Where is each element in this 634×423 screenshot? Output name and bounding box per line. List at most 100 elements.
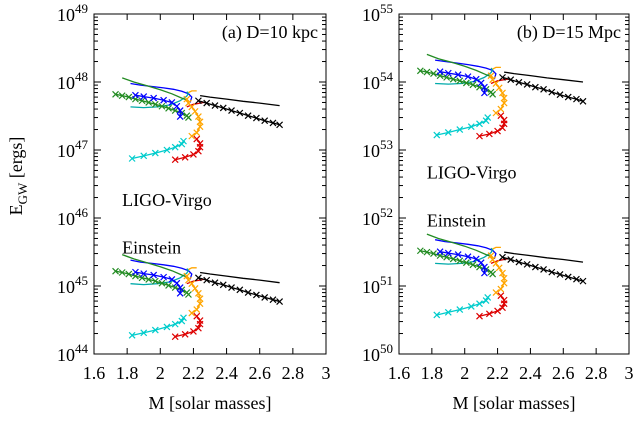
data-point-marker <box>188 309 196 317</box>
data-point-marker <box>181 330 189 338</box>
data-point-marker <box>188 103 196 111</box>
data-point-marker <box>500 94 508 102</box>
data-point-marker <box>444 308 452 316</box>
y-tick-label: 1046 <box>57 205 89 229</box>
data-point-marker <box>500 99 508 107</box>
x-tick-label: 2.8 <box>282 363 305 383</box>
data-point-marker <box>481 269 488 277</box>
data-point-marker <box>481 263 488 271</box>
data-point-marker <box>499 89 506 97</box>
data-point-marker <box>523 81 531 88</box>
data-point-marker <box>467 303 475 310</box>
data-point-marker <box>540 85 547 93</box>
data-point-marker <box>481 89 488 97</box>
data-point-marker <box>464 253 472 261</box>
series-line <box>200 94 280 107</box>
plot-frame <box>93 13 327 355</box>
data-point-marker <box>443 73 451 81</box>
data-point-marker <box>477 79 485 87</box>
data-point-marker <box>548 88 556 96</box>
data-point-marker <box>489 90 497 98</box>
data-point-marker <box>180 137 187 145</box>
data-point-marker <box>171 284 179 291</box>
data-point-marker <box>173 102 181 110</box>
data-point-marker <box>487 252 495 260</box>
data-point-marker <box>500 274 508 282</box>
x-tick-label: 3 <box>322 363 331 383</box>
data-point-marker <box>150 94 158 102</box>
data-point-marker <box>573 275 580 283</box>
data-point-marker <box>579 277 587 285</box>
data-point-marker <box>236 109 244 117</box>
data-point-marker <box>125 270 133 278</box>
data-point-marker <box>181 153 189 161</box>
data-point-marker <box>484 293 492 301</box>
data-point-marker <box>180 314 187 322</box>
data-point-marker <box>579 97 587 105</box>
data-point-marker <box>454 251 462 258</box>
data-point-marker <box>476 120 483 128</box>
data-point-marker <box>203 276 211 284</box>
data-point-marker <box>276 298 284 306</box>
data-point-marker <box>573 95 580 103</box>
data-point-marker <box>171 320 179 328</box>
series-line <box>130 91 190 109</box>
data-point-marker <box>171 156 179 164</box>
data-point-marker <box>495 264 503 272</box>
data-point-marker <box>484 114 492 121</box>
data-point-marker <box>436 68 444 76</box>
data-point-marker <box>160 273 168 281</box>
x-axis-label: M [solar masses] <box>149 393 272 413</box>
series-line <box>426 53 493 79</box>
data-point-marker <box>219 104 227 112</box>
data-point-marker <box>140 152 148 160</box>
data-point-marker <box>236 286 244 294</box>
data-point-marker <box>485 310 493 318</box>
data-point-marker <box>185 291 192 298</box>
data-point-marker <box>168 275 176 283</box>
data-point-marker <box>193 312 201 320</box>
plot-frame <box>398 13 630 355</box>
data-point-marker <box>150 271 158 279</box>
data-point-marker <box>464 73 472 81</box>
data-point-marker <box>443 253 451 261</box>
data-point-marker <box>203 99 211 107</box>
data-point-marker <box>481 83 488 91</box>
data-point-marker <box>423 248 431 256</box>
y-tick-label: 1049 <box>57 1 88 25</box>
data-point-marker <box>128 331 136 339</box>
data-point-marker <box>492 80 500 87</box>
data-point-marker <box>252 291 260 299</box>
data-point-marker <box>261 117 269 125</box>
data-point-marker <box>194 274 202 282</box>
data-point-marker <box>476 300 483 308</box>
data-point-marker <box>193 135 201 143</box>
data-point-marker <box>211 102 219 110</box>
data-point-marker <box>531 263 539 271</box>
data-point-marker <box>158 102 166 110</box>
data-point-marker <box>497 285 505 293</box>
data-point-marker <box>194 97 202 105</box>
data-point-marker <box>500 296 508 304</box>
data-point-marker <box>196 118 204 126</box>
data-point-marker <box>176 113 184 121</box>
data-point-marker <box>219 281 227 289</box>
data-point-marker <box>472 75 480 83</box>
panel-a: 1.6 1.8 2 2.2 2.4 2.6 2.8 3 1044 1045 1046 1047 1048… <box>57 1 331 413</box>
data-point-marker <box>196 300 204 308</box>
data-point-marker <box>191 285 199 292</box>
data-point-marker <box>556 91 564 99</box>
series-line <box>188 90 197 94</box>
data-point-marker <box>132 268 139 276</box>
series-line <box>435 247 494 265</box>
data-point-marker <box>531 83 539 91</box>
data-point-marker <box>151 100 159 108</box>
data-point-marker <box>228 107 235 114</box>
data-point-marker <box>185 114 192 121</box>
data-point-marker <box>261 293 269 301</box>
y-tick-label: 1051 <box>362 273 393 297</box>
data-point-marker <box>183 272 191 280</box>
data-point-marker <box>151 149 159 157</box>
data-point-marker <box>416 247 424 255</box>
